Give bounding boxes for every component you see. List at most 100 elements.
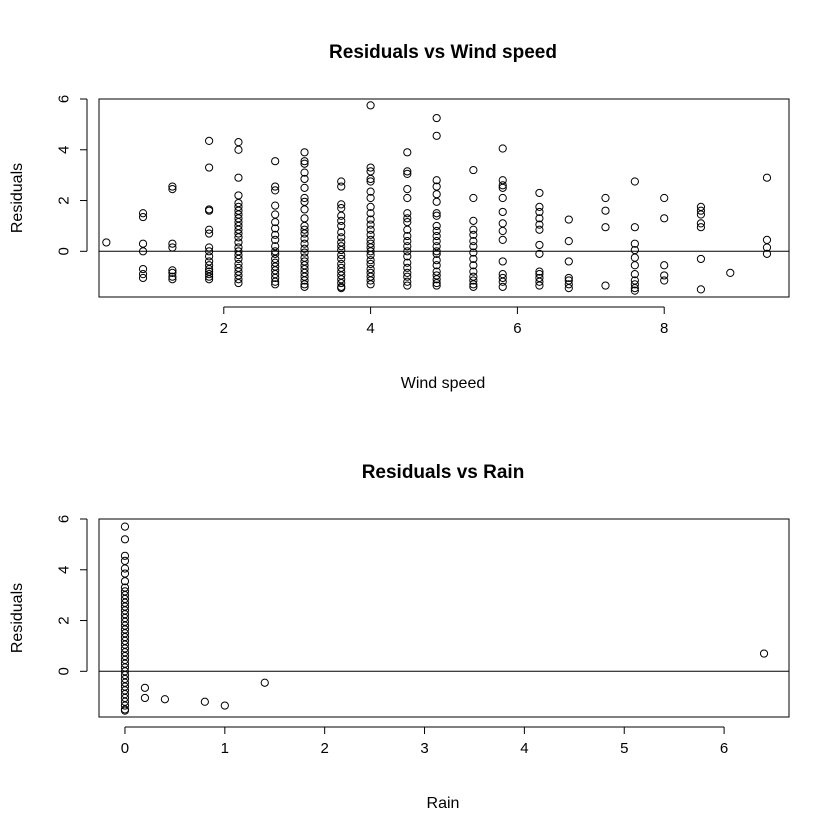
data-point [300, 183, 309, 192]
data-point [630, 223, 639, 232]
data-point [630, 253, 639, 262]
data-point [469, 230, 478, 239]
data-point [366, 202, 375, 211]
data-point [535, 220, 544, 229]
y-tick-label-wind-speed: 2 [56, 196, 73, 204]
data-point [696, 223, 706, 232]
data-point [432, 249, 441, 258]
data-point [205, 136, 214, 145]
data-point [366, 280, 375, 289]
data-point [205, 229, 214, 238]
data-point [205, 275, 214, 284]
data-point [601, 193, 610, 203]
data-point [120, 551, 130, 560]
data-point [759, 649, 769, 658]
data-point [234, 238, 243, 247]
chart-title-rain: Residuals vs Rain [362, 462, 525, 483]
data-point [535, 188, 544, 198]
data-point [300, 248, 309, 257]
plot-frame-wind-speed [98, 98, 790, 298]
data-point [138, 247, 148, 256]
data-point [300, 148, 309, 157]
data-point [271, 224, 280, 233]
data-point [300, 159, 309, 168]
data-point [220, 701, 229, 710]
data-point [535, 240, 544, 250]
data-point [271, 230, 280, 239]
data-point [469, 282, 478, 291]
data-point [337, 245, 346, 255]
data-point [337, 177, 346, 186]
x-axis-label-rain: Rain [427, 795, 460, 812]
data-point [138, 212, 148, 222]
data-point [403, 272, 412, 281]
data-point [366, 259, 375, 269]
data-point [403, 193, 412, 203]
data-point [762, 173, 772, 182]
data-point [234, 173, 243, 182]
data-point [140, 683, 150, 692]
data-point [432, 226, 441, 236]
data-point [630, 177, 639, 186]
data-point [601, 281, 610, 290]
data-point [271, 280, 280, 289]
data-point [630, 270, 639, 279]
data-point [271, 182, 280, 191]
data-point [205, 243, 214, 252]
data-point [366, 247, 375, 256]
data-point [696, 210, 706, 219]
data-point [630, 280, 639, 289]
data-point [234, 278, 243, 288]
data-point [234, 275, 243, 284]
data-point [234, 145, 243, 154]
data-point [432, 247, 441, 256]
data-point [564, 215, 573, 224]
data-point [403, 242, 412, 251]
data-point [300, 239, 309, 248]
data-point [234, 138, 243, 147]
data-point [366, 251, 375, 260]
x-tick-label-rain: 2 [321, 740, 329, 757]
data-point [366, 256, 375, 265]
data-point [300, 280, 309, 289]
x-tick-label-rain: 0 [121, 740, 129, 757]
data-point [403, 209, 412, 218]
y-tick-label-rain: 6 [56, 515, 73, 523]
data-point [300, 214, 309, 223]
data-point [140, 693, 150, 703]
data-point [660, 193, 669, 203]
data-point [234, 233, 243, 242]
data-point [168, 275, 177, 284]
data-point [564, 273, 573, 283]
data-point [498, 226, 507, 236]
data-point [102, 238, 111, 247]
data-point [403, 281, 412, 290]
data-point [120, 569, 130, 578]
data-point [630, 261, 639, 270]
data-point [366, 177, 375, 186]
data-point [337, 200, 346, 209]
data-point [469, 280, 478, 289]
data-point [432, 197, 441, 206]
data-point [696, 254, 706, 264]
data-point [601, 223, 610, 232]
data-point [205, 272, 214, 281]
data-point [630, 239, 639, 248]
data-point [138, 209, 148, 218]
data-point [300, 168, 309, 177]
data-point [366, 215, 375, 224]
data-point [337, 284, 346, 293]
data-point [469, 225, 478, 234]
data-point [120, 577, 130, 586]
x-tick-label-rain: 5 [620, 740, 628, 757]
data-point [535, 225, 544, 234]
data-point [271, 249, 280, 258]
data-point [469, 261, 478, 270]
data-point [403, 231, 412, 241]
data-point [660, 214, 669, 223]
x-tick-label-rain: 3 [420, 740, 428, 757]
data-point [432, 113, 441, 123]
data-point [205, 247, 214, 256]
data-point [403, 237, 412, 246]
